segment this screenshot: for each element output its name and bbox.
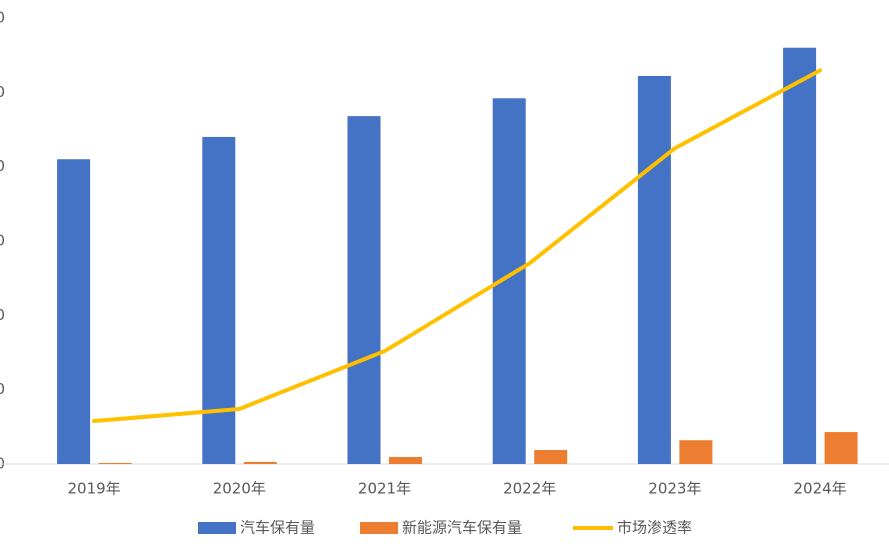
legend-swatch [198,522,236,534]
y-tick-label: 20000 [0,157,5,175]
y-tick-label: 25000 [0,83,5,101]
legend-label: 汽车保有量 [240,519,315,537]
x-tick-label: 2019年 [68,480,121,498]
y-tick-label: 15000 [0,232,5,250]
x-tick-label: 2021年 [358,480,411,498]
y-tick-label: 10000 [0,306,5,324]
bar [389,457,422,464]
legend-label: 新能源汽车保有量 [402,519,522,537]
bar [637,75,671,464]
y-tick-label: 5000 [0,380,5,398]
x-tick-label: 2023年 [648,480,701,498]
bar [679,440,713,464]
x-tick-label: 2022年 [503,480,556,498]
bar [202,136,236,464]
bar [98,462,132,464]
bar [534,450,568,464]
line [92,68,823,424]
bar [824,432,858,464]
y-tick-label: 30000 [0,9,5,27]
legend-label: 市场渗透率 [617,519,692,537]
bar [347,116,381,465]
x-tick-label: 2020年 [213,480,266,498]
bar [57,159,91,464]
x-tick-label: 2024年 [794,480,847,498]
legend-swatch [360,522,398,534]
bar [243,461,277,464]
bar [783,47,817,464]
